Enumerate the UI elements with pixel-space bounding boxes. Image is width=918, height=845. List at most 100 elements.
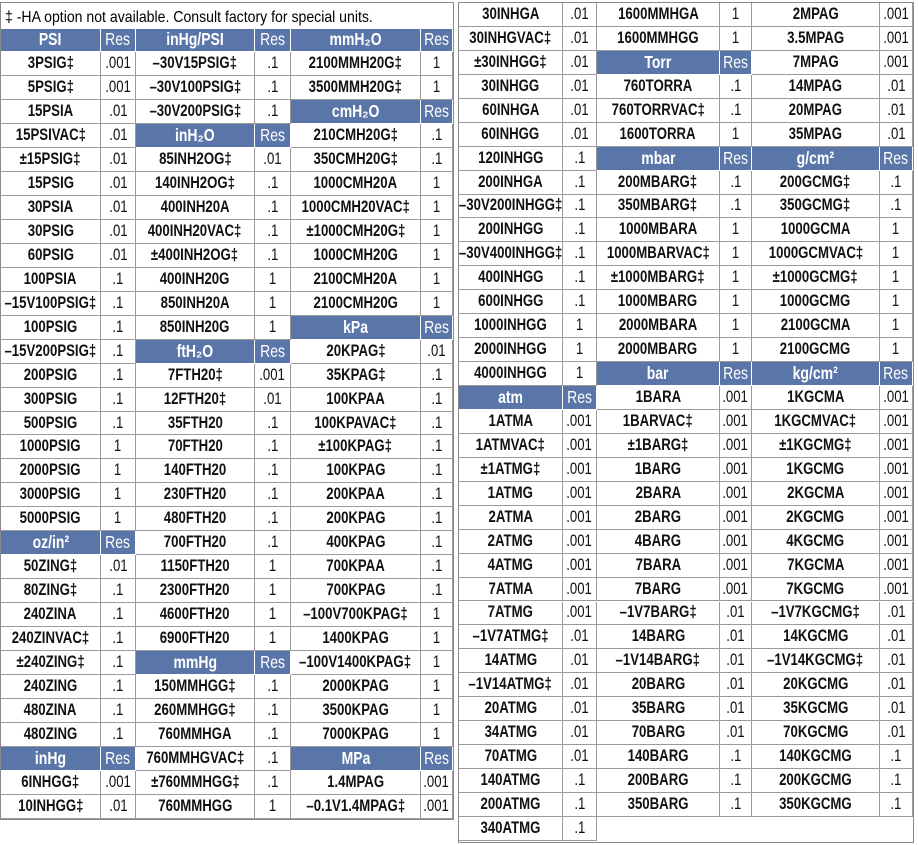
resolution-cell: .01 (101, 243, 136, 268)
resolution-cell: .1 (255, 531, 291, 556)
resolution-cell: .1 (880, 745, 913, 770)
resolution-cell: 1 (421, 603, 453, 627)
unit-code-cell: 2KGCMA (752, 481, 880, 506)
unit-code-cell: 3500KPAG (291, 698, 421, 723)
unit-group-header: mmHg (136, 650, 255, 675)
resolution-cell: .1 (255, 483, 291, 508)
resolution-cell: .01 (255, 148, 291, 173)
unit-group-header: kg/cm² (752, 362, 880, 387)
resolution-cell: .001 (720, 433, 752, 458)
resolution-cell: .1 (101, 291, 136, 316)
resolution-cell: .1 (421, 531, 453, 556)
resolution-cell: .01 (720, 697, 752, 722)
unit-code-cell: 70FTH20 (136, 435, 255, 460)
unit-code-cell: –1V7KGCMG‡ (752, 601, 880, 626)
unit-code-cell: 7000KPAG (291, 722, 421, 747)
unit-code-cell: 140BARG (597, 745, 720, 770)
resolution-cell: .1 (880, 194, 913, 219)
unit-group-header: PSI (1, 28, 101, 53)
resolution-cell: 1 (563, 362, 597, 387)
unit-code-cell: 200KPAG (291, 507, 421, 532)
resolution-cell: .1 (255, 100, 291, 125)
resolution-cell: .01 (720, 649, 752, 674)
resolution-cell: 1 (720, 266, 752, 291)
unit-code-cell: ±1ATMG‡ (459, 457, 563, 482)
resolution-cell: 1 (255, 315, 291, 340)
resolution-cell: .01 (101, 124, 136, 149)
resolution-cell: .01 (421, 339, 453, 364)
unit-code-cell: ±1000GCMG‡ (752, 266, 880, 291)
unit-code-cell: 60INHGA (459, 98, 563, 123)
unit-code-cell: 5PSIG‡ (1, 76, 101, 101)
unit-code-cell: 760TORRA (597, 74, 720, 99)
resolution-cell: .001 (880, 409, 913, 434)
resolution-cell: 1 (421, 722, 453, 747)
unit-code-cell: 2000PSIG (1, 459, 101, 484)
unit-code-cell: 1BARG (597, 457, 720, 482)
resolution-cell: .01 (563, 3, 597, 27)
unit-code-cell: 340ATMG (459, 816, 563, 841)
resolution-cell: .001 (101, 770, 136, 795)
resolution-cell: .01 (880, 697, 913, 722)
unit-code-cell: ±1000CMH20G‡ (291, 220, 421, 244)
unit-code-cell: 20BARG (597, 673, 720, 698)
unit-code-cell: 400KPAG (291, 531, 421, 556)
resolution-cell: .1 (255, 459, 291, 484)
resolution-cell: .1 (720, 170, 752, 195)
unit-code-cell: 200PSIG (1, 363, 101, 388)
resolution-cell: 1 (255, 627, 291, 651)
resolution-cell: 1 (880, 242, 913, 267)
resolution-cell: .001 (720, 529, 752, 554)
unit-code-cell: 14KGCMG (752, 625, 880, 650)
res-column-header: Res (880, 146, 913, 171)
unit-code-cell: 30INHGA (459, 3, 563, 27)
unit-code-cell: 7FTH20‡ (136, 363, 255, 388)
resolution-cell: 1 (563, 338, 597, 363)
resolution-cell: .1 (421, 411, 453, 436)
unit-group-header: inHg (1, 746, 101, 771)
resolution-cell: .1 (255, 674, 291, 699)
resolution-cell: .001 (720, 409, 752, 434)
resolution-cell: .001 (563, 601, 597, 626)
unit-code-cell: 200KGCMG (752, 769, 880, 794)
unit-code-cell: 60PSIG (1, 243, 101, 268)
unit-code-cell: 7ATMG (459, 601, 563, 626)
resolution-cell: .001 (563, 577, 597, 602)
unit-group-header: inHg/PSI (136, 28, 255, 53)
unit-code-cell: 240ZINVAC‡ (1, 627, 101, 651)
unit-code-cell: 850INH20G (136, 315, 255, 340)
resolution-cell: .1 (101, 267, 136, 292)
unit-code-cell: 700KPAG (291, 579, 421, 604)
unit-code-cell: 2000MBARA (597, 314, 720, 339)
resolution-cell: .001 (880, 481, 913, 506)
resolution-cell: .1 (563, 816, 597, 841)
resolution-cell: .01 (101, 148, 136, 173)
resolution-cell: .01 (720, 625, 752, 650)
unit-code-cell: 3500MMH20G‡ (291, 76, 421, 101)
resolution-cell: 1 (421, 698, 453, 723)
resolution-cell: .1 (563, 266, 597, 291)
unit-code-cell: 80ZING‡ (1, 579, 101, 604)
unit-code-cell: 1ATMG (459, 481, 563, 506)
resolution-cell: .01 (255, 387, 291, 412)
resolution-cell: .1 (101, 603, 136, 627)
res-column-header: Res (421, 746, 453, 771)
resolution-cell: 1 (880, 338, 913, 363)
unit-code-cell: 2000KPAG (291, 674, 421, 699)
res-column-header: Res (255, 28, 291, 53)
unit-group-header: MPa (291, 746, 421, 771)
resolution-cell: .001 (563, 481, 597, 506)
resolution-cell: .1 (421, 507, 453, 532)
resolution-cell: .001 (101, 52, 136, 77)
resolution-cell: .1 (101, 315, 136, 340)
resolution-cell: .1 (255, 220, 291, 244)
resolution-cell: .1 (563, 242, 597, 267)
unit-code-cell: 850INH20A (136, 291, 255, 316)
unit-code-cell: 6INHGG‡ (1, 770, 101, 795)
resolution-cell: 1 (421, 220, 453, 244)
resolution-cell: .01 (563, 745, 597, 770)
unit-code-cell: 2100GCMG (752, 338, 880, 363)
resolution-cell: .1 (421, 435, 453, 460)
unit-code-cell: 12FTH20‡ (136, 387, 255, 412)
unit-code-cell: 230FTH20 (136, 483, 255, 508)
